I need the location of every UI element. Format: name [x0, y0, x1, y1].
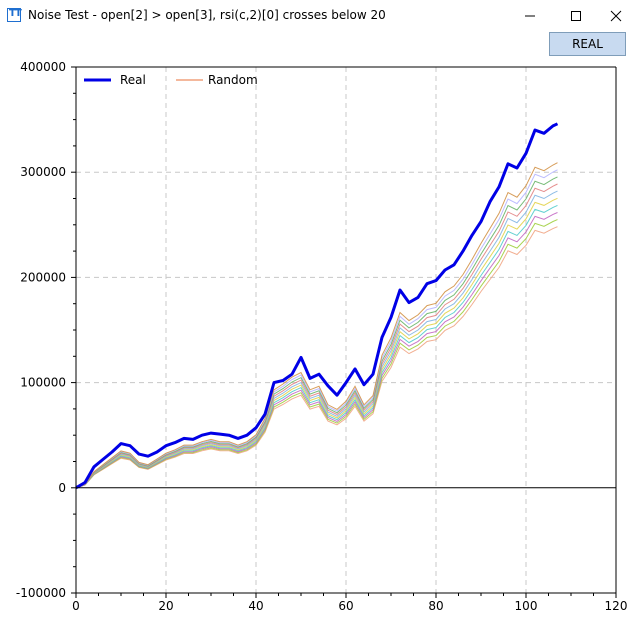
random-series-line	[75, 197, 558, 489]
maximize-icon	[571, 11, 581, 21]
minimize-icon	[525, 15, 535, 17]
grid	[76, 67, 616, 593]
tick-labels: 0 20 40 60 80 100 120 400000 300000 200000 100000 0…	[16, 60, 628, 613]
random-series-line	[75, 219, 558, 489]
title-bar: TT Noise Test - open[2] > open[3], rsi(c…	[0, 0, 639, 30]
random-series-line	[75, 190, 558, 489]
real-button[interactable]: REAL	[549, 32, 626, 56]
x-tick-label: 20	[158, 599, 173, 613]
x-tick-label: 60	[338, 599, 353, 613]
window-title: Noise Test - open[2] > open[3], rsi(c,2)…	[28, 8, 386, 22]
y-tick-label: 100000	[20, 376, 66, 390]
random-series-line	[75, 183, 558, 489]
random-series-line	[75, 176, 558, 489]
legend-real-label: Real	[120, 73, 146, 87]
random-series-line	[75, 212, 558, 489]
random-series-line	[75, 162, 558, 489]
x-tick-label: 100	[515, 599, 538, 613]
y-tick-label: 0	[58, 481, 66, 495]
real-series-line	[75, 122, 559, 490]
app-icon: TT	[7, 8, 22, 22]
real-series-group	[75, 122, 559, 490]
close-icon	[610, 10, 622, 22]
random-series-line	[75, 169, 558, 489]
x-tick-label: 40	[248, 599, 263, 613]
random-series-line	[75, 204, 558, 489]
axes	[71, 66, 617, 598]
random-series-group	[75, 162, 558, 489]
legend: Real Random	[84, 73, 258, 87]
minimize-button[interactable]	[507, 0, 553, 30]
close-button[interactable]	[593, 0, 639, 30]
y-tick-label: -100000	[16, 586, 66, 600]
legend-random-label: Random	[208, 73, 258, 87]
y-tick-label: 300000	[20, 165, 66, 179]
maximize-button[interactable]	[553, 0, 599, 30]
random-series-line	[75, 226, 558, 489]
y-tick-label: 200000	[20, 270, 66, 284]
x-tick-label: 120	[605, 599, 628, 613]
x-tick-label: 80	[428, 599, 443, 613]
x-tick-label: 0	[72, 599, 80, 613]
y-tick-label: 400000	[20, 60, 66, 74]
